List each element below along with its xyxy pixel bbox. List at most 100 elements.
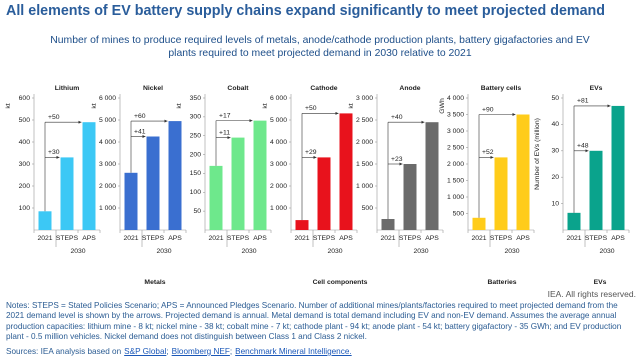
- y-tick-label: 600: [19, 95, 31, 102]
- y-tick-label: 500: [362, 205, 374, 212]
- bar: [339, 113, 353, 230]
- x-group-label: 2030: [413, 248, 428, 255]
- y-tick-label: 5 000: [99, 117, 116, 124]
- y-tick-label: 4 000: [447, 95, 464, 102]
- source-separator: ;: [166, 347, 169, 356]
- y-tick-label: 200: [190, 151, 202, 158]
- y-tick-label: 300: [190, 114, 202, 121]
- y-axis-label: Number of EVs (million): [534, 118, 541, 190]
- x-tick-label: STEPS: [399, 235, 422, 242]
- x-tick-label: STEPS: [313, 235, 336, 242]
- panel-title: EVs: [590, 85, 603, 92]
- y-axis-label: kt: [5, 103, 12, 108]
- y-axis-label: kt: [176, 103, 183, 108]
- x-tick-label: 2021: [123, 235, 138, 242]
- x-group-label: 2030: [156, 248, 171, 255]
- y-tick-label: 350: [190, 95, 202, 102]
- y-tick-label: 6 000: [270, 95, 287, 102]
- panel-title: Cobalt: [227, 85, 249, 92]
- y-axis-label: GWh: [439, 98, 446, 114]
- panel-title: Cathode: [310, 85, 337, 92]
- y-tick-label: 2 000: [99, 183, 116, 190]
- y-tick-label: 2 000: [356, 139, 373, 146]
- y-tick-label: 3 000: [270, 161, 287, 168]
- x-group-label: 2030: [241, 248, 256, 255]
- y-tick-label: 100: [190, 189, 202, 196]
- group-label: Metals: [144, 279, 165, 286]
- bar: [516, 114, 530, 230]
- notes: Notes: STEPS = Stated Policies Scenario;…: [6, 301, 622, 342]
- y-axis-label: kt: [348, 103, 355, 108]
- source-link[interactable]: Benchmark Mineral Intelligence.: [235, 347, 352, 356]
- copyright: IEA. All rights reserved.: [547, 289, 636, 299]
- y-tick-label: 400: [19, 139, 31, 146]
- y-tick-label: 1 000: [356, 183, 373, 190]
- bar: [124, 172, 138, 230]
- group-label: Batteries: [487, 279, 516, 286]
- group-label: EVs: [594, 279, 607, 286]
- y-tick-label: 4 000: [99, 139, 116, 146]
- y-tick-label: 50: [193, 208, 201, 215]
- arrow-label: +48: [577, 143, 589, 150]
- y-tick-label: 3 500: [447, 111, 464, 118]
- x-group-label: 2030: [327, 248, 342, 255]
- x-tick-label: STEPS: [227, 235, 250, 242]
- arrow-label: +30: [48, 149, 60, 156]
- bar: [589, 150, 603, 230]
- panel-title: Battery cells: [481, 85, 522, 92]
- y-tick-label: 50: [551, 95, 559, 102]
- source-prefix: Sources: IEA analysis based on: [6, 347, 122, 356]
- x-group-label: 2030: [504, 248, 519, 255]
- x-tick-label: APS: [516, 235, 530, 242]
- x-tick-label: 2021: [37, 235, 52, 242]
- arrow-label: +50: [48, 114, 60, 121]
- y-tick-label: 30: [551, 148, 559, 155]
- arrow-label: +11: [219, 129, 230, 136]
- bar: [38, 211, 52, 230]
- bar: [146, 136, 160, 230]
- bar: [295, 220, 309, 230]
- y-tick-label: 200: [19, 183, 31, 190]
- bar: [60, 157, 74, 230]
- bar: [82, 122, 96, 230]
- arrow-label: +17: [219, 112, 231, 119]
- arrow-label: +90: [482, 106, 494, 113]
- panel-title: Lithium: [55, 85, 80, 92]
- y-tick-label: 100: [19, 205, 31, 212]
- x-group-label: 2030: [599, 248, 614, 255]
- group-label: Cell components: [313, 279, 368, 286]
- x-tick-label: 2021: [566, 235, 581, 242]
- x-tick-label: 2021: [294, 235, 309, 242]
- y-tick-label: 1 500: [356, 161, 373, 168]
- bar: [381, 219, 395, 230]
- arrow-label: +52: [482, 149, 494, 156]
- y-tick-label: 40: [551, 121, 559, 128]
- arrow-label: +23: [391, 156, 403, 163]
- source-separator: ;: [229, 347, 233, 356]
- source-link[interactable]: S&P Global: [124, 347, 167, 356]
- arrow-label: +29: [305, 149, 317, 156]
- y-tick-label: 20: [551, 174, 559, 181]
- y-tick-label: 2 000: [447, 161, 464, 168]
- y-tick-label: 1 000: [270, 205, 287, 212]
- y-tick-label: 500: [19, 117, 31, 124]
- x-tick-label: APS: [253, 235, 267, 242]
- bar: [425, 122, 439, 230]
- y-tick-label: 300: [19, 161, 31, 168]
- x-tick-label: STEPS: [142, 235, 165, 242]
- subtitle: Number of mines to produce required leve…: [50, 35, 590, 59]
- y-tick-label: 3 000: [356, 95, 373, 102]
- panel-title: Anode: [399, 85, 420, 92]
- x-tick-label: 2021: [380, 235, 395, 242]
- arrow-label: +50: [305, 105, 317, 112]
- x-tick-label: STEPS: [585, 235, 608, 242]
- bar: [494, 157, 508, 230]
- x-group-label: 2030: [70, 248, 85, 255]
- bar: [611, 105, 625, 230]
- source-link[interactable]: Bloomberg NEF: [171, 347, 230, 356]
- x-tick-label: 2021: [208, 235, 223, 242]
- y-tick-label: 2 000: [270, 183, 287, 190]
- bar: [472, 217, 486, 230]
- y-tick-label: 5 000: [270, 117, 287, 124]
